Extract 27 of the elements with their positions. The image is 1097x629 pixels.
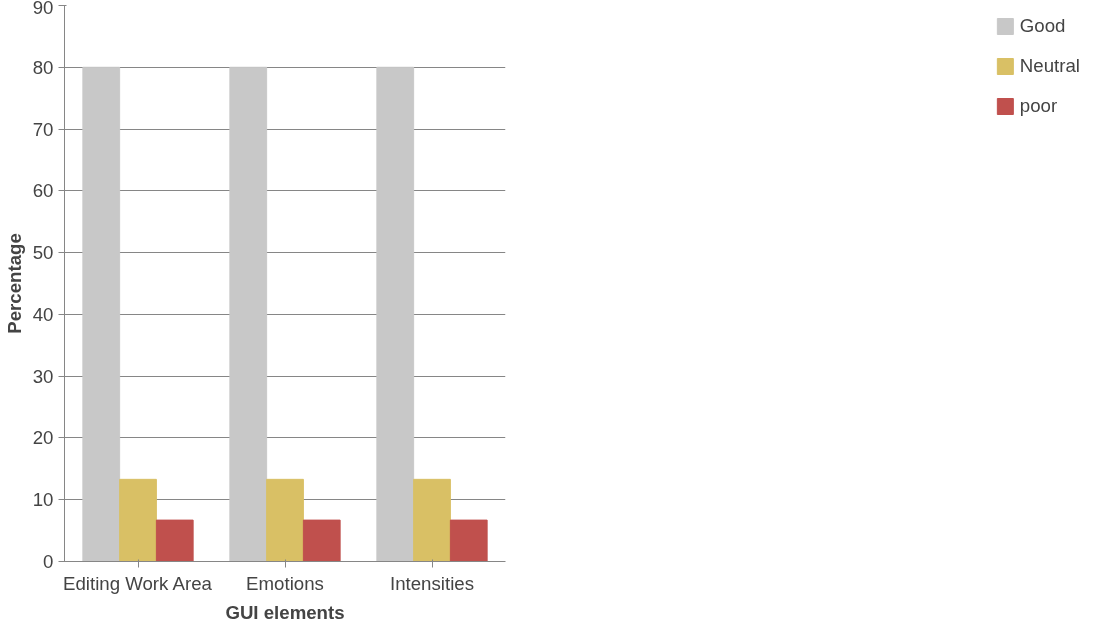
y-tick-label: 20 (32, 427, 54, 449)
bar (302, 519, 341, 562)
y-tick-label: 30 (32, 365, 54, 387)
y-tick-label: 70 (32, 118, 54, 140)
legend-label: Neutral (1019, 55, 1080, 77)
x-tick-label: Emotions (246, 572, 324, 594)
bar (119, 478, 157, 562)
bar (449, 519, 488, 562)
y-tick-label: 0 (43, 551, 54, 572)
y-tick-label: 50 (32, 242, 54, 264)
bar (82, 66, 121, 562)
legend-label: poor (1019, 95, 1058, 117)
y-tick-label: 90 (32, 0, 54, 18)
bar (229, 66, 268, 562)
x-axis-title: GUI elements (225, 601, 345, 623)
bar (376, 66, 415, 562)
y-axis-title: Percentage (3, 233, 25, 334)
y-tick-label: 10 (32, 489, 54, 511)
bar (155, 519, 194, 562)
y-tick-label: 80 (32, 56, 54, 78)
bar (413, 478, 451, 562)
bar (266, 478, 304, 562)
x-tick-label: Intensities (390, 572, 474, 594)
y-tick-label: 40 (32, 303, 54, 325)
x-tick-label: Editing Work Area (63, 572, 213, 594)
y-tick-label: 60 (32, 180, 54, 202)
legend-label: Good (1019, 15, 1066, 37)
